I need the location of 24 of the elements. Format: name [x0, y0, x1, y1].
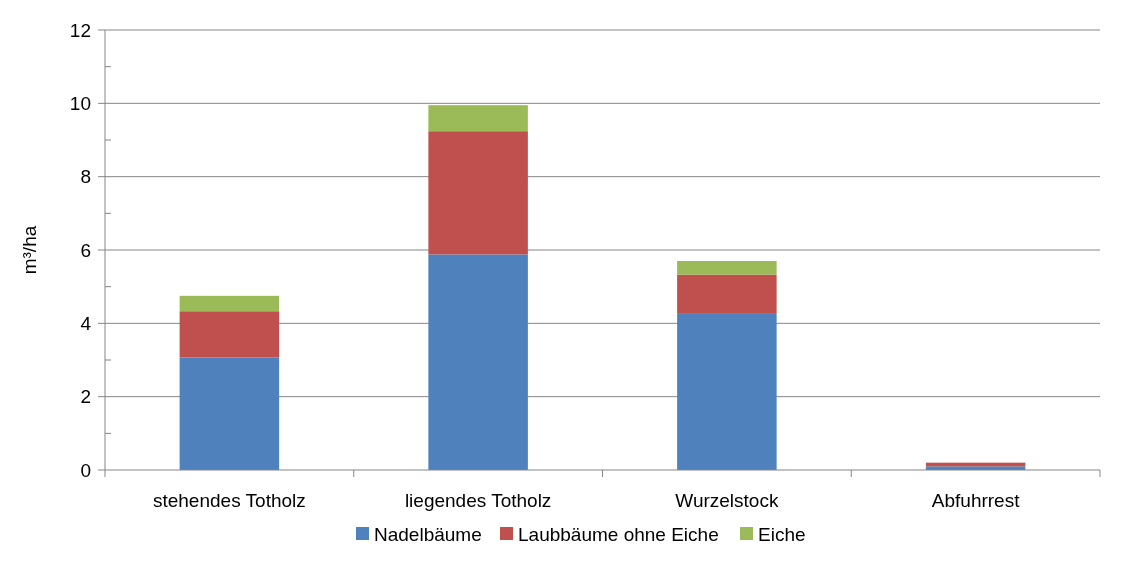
legend-label: Laubbäume ohne Eiche: [518, 523, 719, 545]
x-tick-label: Wurzelstock: [675, 490, 779, 511]
bar: [677, 274, 777, 314]
y-tick-label: 12: [69, 19, 91, 41]
bar: [677, 261, 777, 275]
y-tick-label: 4: [80, 312, 92, 334]
bar: [428, 131, 528, 255]
bar: [179, 295, 280, 312]
y-tick-label: 2: [80, 386, 91, 408]
bar: [428, 254, 528, 470]
bar: [428, 105, 528, 132]
x-tick-label: liegendes Totholz: [404, 490, 552, 511]
y-axis-title: m³/ha: [19, 225, 40, 275]
x-tick-label: stehendes Totholz: [152, 490, 306, 511]
x-tick-label: Abfuhrrest: [931, 490, 1021, 511]
y-tick-label: 6: [80, 239, 91, 261]
legend-label: Eiche: [758, 523, 806, 545]
y-tick-label: 8: [80, 166, 91, 188]
y-tick-label: 0: [80, 459, 91, 481]
bar: [677, 313, 777, 470]
bar: [179, 311, 280, 358]
bar: [179, 357, 280, 470]
legend-label: Nadelbäume: [374, 523, 482, 545]
y-tick-label: 10: [69, 92, 91, 114]
